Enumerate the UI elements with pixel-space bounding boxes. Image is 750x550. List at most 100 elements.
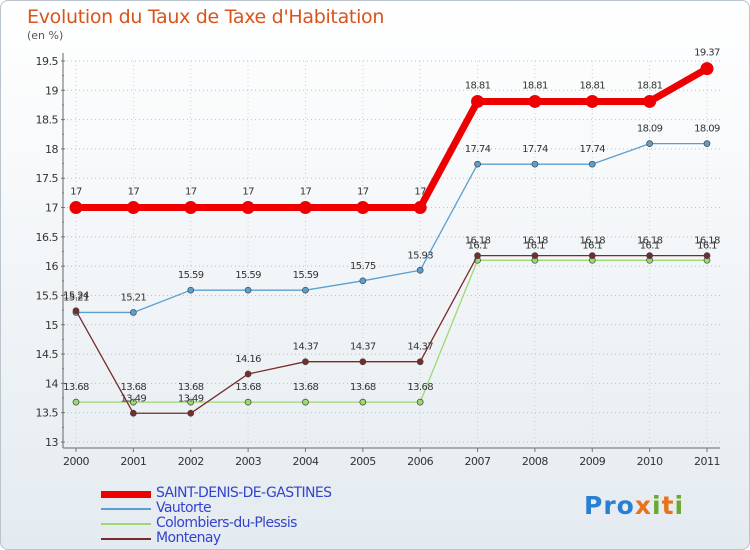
data-point-s0 <box>643 94 657 108</box>
legend-label: Montenay <box>156 530 221 546</box>
series-line-3 <box>75 254 708 414</box>
data-point-s1 <box>531 160 539 168</box>
data-label-s0: 17 <box>300 187 312 198</box>
x-tick-label: 2009 <box>579 455 605 468</box>
data-label-s0: 17 <box>185 187 197 198</box>
data-label-s0: 18.81 <box>637 80 663 91</box>
data-label-s0: 18.81 <box>522 80 548 91</box>
data-point-s0 <box>413 201 427 215</box>
data-point-s3 <box>187 409 195 417</box>
data-point-s0 <box>528 94 542 108</box>
data-label-s1: 17.74 <box>579 144 605 155</box>
data-label-s0: 17 <box>357 187 369 198</box>
data-label-s2: 13.68 <box>407 382 433 393</box>
series-line-1 <box>75 142 708 314</box>
x-tick-label: 2000 <box>63 455 89 468</box>
data-label-s1: 15.59 <box>235 270 261 281</box>
data-label-s3: 16.18 <box>465 236 491 247</box>
data-label-s2: 16.1 <box>468 240 488 251</box>
y-tick-label: 13.5 <box>36 407 59 420</box>
y-tick-label: 18 <box>45 143 58 156</box>
logo-letter: o <box>616 491 635 520</box>
legend-swatch <box>101 490 151 498</box>
data-point-s0 <box>700 62 714 76</box>
data-point-s0 <box>126 201 140 215</box>
data-point-s1 <box>646 140 653 147</box>
data-point-s1 <box>416 266 424 274</box>
data-label-s2: 16.1 <box>582 240 602 251</box>
data-label-s0: 18.81 <box>579 80 605 91</box>
data-point-s3 <box>588 252 596 259</box>
data-point-s3 <box>416 358 424 366</box>
legend-label: Colombiers-du-Plessis <box>156 515 297 531</box>
data-label-s1: 15.59 <box>178 270 204 281</box>
data-label-s2: 13.68 <box>350 382 376 393</box>
x-tick-label: 2003 <box>235 455 261 468</box>
x-tick-label: 2004 <box>292 455 318 468</box>
y-tick-label: 15.5 <box>36 289 59 302</box>
data-label-s3: 14.16 <box>235 354 261 365</box>
proxiti-logo: Proxiti <box>584 491 684 520</box>
data-point-s2 <box>302 398 309 406</box>
x-tick-label: 2005 <box>350 455 376 468</box>
series-line-2 <box>75 259 708 403</box>
x-tick-label: 2008 <box>522 455 548 468</box>
data-point-s0 <box>69 201 83 215</box>
legend-swatch <box>101 523 151 525</box>
legend-swatch <box>101 538 151 540</box>
data-label-s2: 16.1 <box>697 240 717 251</box>
y-tick-label: 14.5 <box>36 348 59 361</box>
data-point-s0 <box>585 94 599 108</box>
data-label-s2: 13.68 <box>121 382 147 393</box>
data-label-s0: 17 <box>70 187 82 198</box>
data-label-s1: 17.74 <box>522 144 548 155</box>
y-tick-label: 18.5 <box>36 114 59 127</box>
data-label-s2: 13.68 <box>235 382 261 393</box>
data-point-s1 <box>703 140 711 147</box>
y-tick-label: 17 <box>45 202 58 215</box>
x-tick-label: 2006 <box>407 455 433 468</box>
data-point-s0 <box>241 201 255 215</box>
data-label-s2: 16.1 <box>525 240 545 251</box>
x-tick-label: 2011 <box>694 455 720 468</box>
data-point-s3 <box>531 252 539 259</box>
data-point-s1 <box>187 286 195 294</box>
series-line-0 <box>72 65 711 212</box>
data-label-s1: 18.09 <box>637 124 663 135</box>
y-tick-label: 19 <box>45 84 58 97</box>
x-tick-label: 2007 <box>465 455 491 468</box>
data-point-s1 <box>588 160 596 168</box>
data-label-s0: 19.37 <box>694 48 720 59</box>
data-point-s2 <box>359 398 367 406</box>
data-label-s1: 15.21 <box>121 292 147 303</box>
data-point-s1 <box>474 160 481 168</box>
data-label-s3: 15.24 <box>63 291 89 302</box>
data-point-s0 <box>356 201 370 215</box>
data-point-s2 <box>244 398 252 406</box>
x-tick-label: 2001 <box>120 455 146 468</box>
unit-label: (en %) <box>27 29 64 42</box>
data-label-s1: 15.93 <box>407 250 433 261</box>
data-label-s0: 17 <box>414 187 426 198</box>
logo-letter: P <box>584 491 604 520</box>
data-label-s2: 13.68 <box>178 382 204 393</box>
data-label-s1: 15.21 <box>63 292 89 303</box>
data-point-s3 <box>72 307 80 315</box>
logo-letter: i <box>652 491 662 520</box>
data-label-s3: 14.37 <box>350 342 376 353</box>
data-point-s1 <box>244 286 252 294</box>
data-label-s2: 16.1 <box>640 240 660 251</box>
data-label-s3: 16.18 <box>637 236 663 247</box>
data-point-s3 <box>703 252 711 259</box>
logo-letter: x <box>634 491 652 520</box>
data-label-s3: 16.18 <box>579 236 605 247</box>
data-label-s1: 15.59 <box>293 270 319 281</box>
legend-swatch <box>101 508 151 510</box>
data-label-s3: 13.49 <box>121 393 147 404</box>
y-tick-label: 17.5 <box>36 172 59 185</box>
data-point-s0 <box>298 201 312 215</box>
y-tick-label: 15 <box>45 319 58 332</box>
y-tick-label: 14 <box>45 377 58 390</box>
chart-title: Evolution du Taux de Taxe d'Habitation <box>27 6 385 28</box>
